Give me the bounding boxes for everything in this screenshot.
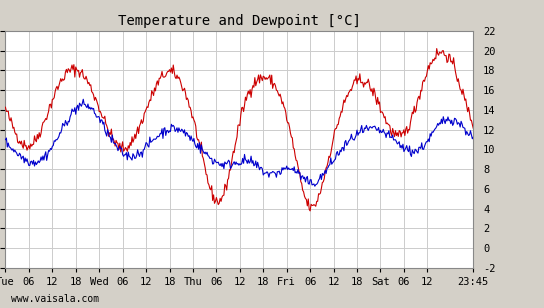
Title: Temperature and Dewpoint [°C]: Temperature and Dewpoint [°C]	[118, 14, 361, 28]
Text: www.vaisala.com: www.vaisala.com	[11, 294, 99, 304]
